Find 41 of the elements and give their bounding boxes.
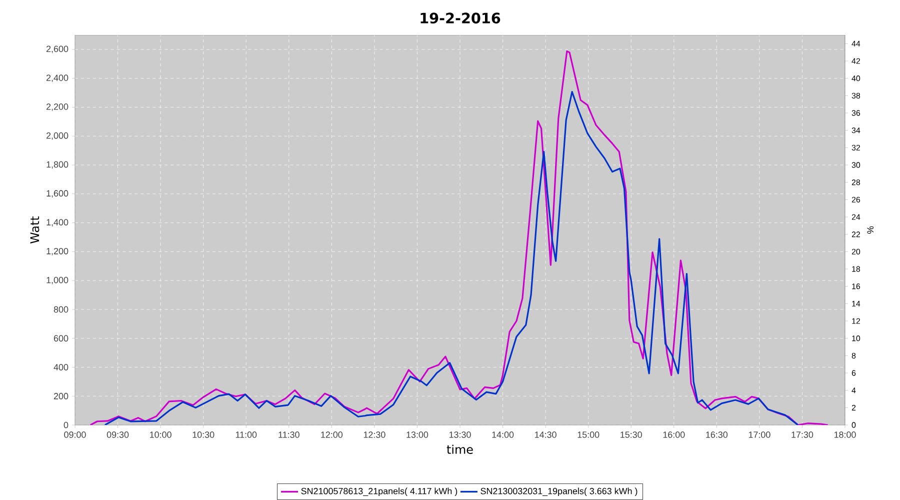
x-tick-label: 15:00 bbox=[578, 432, 600, 438]
chart-title: 19-2-2016 bbox=[420, 12, 500, 24]
x-tick-label: 17:30 bbox=[792, 432, 814, 438]
x-tick-label: 10:00 bbox=[150, 432, 172, 438]
y-tick-label: 1,000 bbox=[46, 276, 68, 284]
legend-label: SN2100578613_21panels( 4.117 kWh ) bbox=[301, 488, 458, 496]
x-tick-label: 14:30 bbox=[535, 432, 556, 438]
x-tick-label: 16:00 bbox=[663, 432, 685, 438]
x-tick-label: 11:00 bbox=[236, 432, 257, 438]
y-axis-title: Watt bbox=[30, 216, 40, 244]
y-tick-label: 2,600 bbox=[46, 46, 68, 54]
x-tick-label: 11:30 bbox=[278, 432, 300, 438]
x-tick-label: 18:00 bbox=[834, 432, 856, 438]
x-tick-label: 10:30 bbox=[192, 432, 214, 438]
x-tick-label: 15:30 bbox=[620, 432, 642, 438]
y-tick-label: 400 bbox=[54, 364, 68, 370]
y-tick-label: 600 bbox=[54, 335, 68, 342]
x-tick-label: 12:30 bbox=[364, 432, 386, 438]
y-tick-label: 1,600 bbox=[46, 190, 68, 198]
y-tick-label: 0 bbox=[64, 422, 68, 428]
x-tick-label: 12:00 bbox=[321, 432, 343, 438]
x-axis-title: time bbox=[446, 444, 473, 454]
x-tick-label: 09:00 bbox=[64, 432, 86, 438]
y-tick-label: 200 bbox=[54, 392, 68, 400]
line-series bbox=[90, 50, 829, 425]
x-tick-label: 17:00 bbox=[748, 432, 770, 438]
x-tick-label: 16:30 bbox=[706, 432, 728, 438]
line-series bbox=[104, 90, 799, 425]
y2-axis-title: % bbox=[867, 226, 874, 234]
y-tick-label: 1,200 bbox=[46, 248, 68, 256]
y-tick-label: 2,000 bbox=[46, 132, 68, 140]
y-tick-label: 800 bbox=[54, 306, 68, 313]
x-tick-label: 14:00 bbox=[492, 432, 514, 438]
x-tick-label: 09:30 bbox=[106, 432, 129, 438]
x-tick-label: 13:30 bbox=[449, 432, 471, 438]
x-tick-label: 13:00 bbox=[406, 432, 428, 438]
y-tick-label: 2,200 bbox=[46, 104, 68, 111]
y-tick-label: 2,400 bbox=[46, 74, 68, 82]
y-tick-label: 1,400 bbox=[46, 219, 68, 226]
legend-label: SN2130032031_19panels( 3.663 kWh ) bbox=[480, 488, 638, 496]
y-tick-label: 1,800 bbox=[46, 161, 68, 169]
